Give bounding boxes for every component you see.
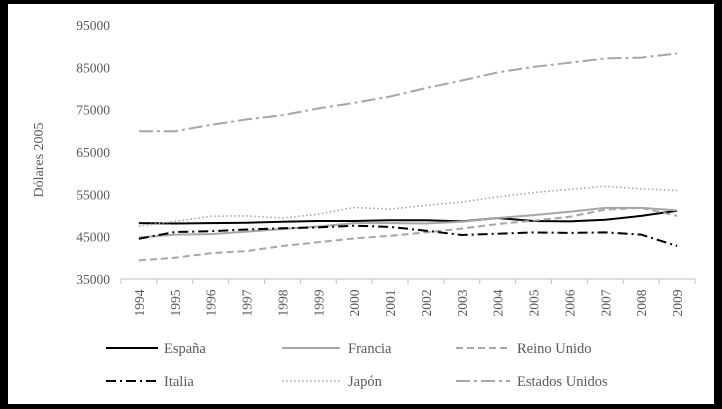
legend-label: Estados Unidos: [517, 374, 608, 390]
x-ticks: 1994 1995 1996 1997 1998 1999 2000 2001 2002 2003…: [120, 279, 696, 317]
x-tick-label: 1998: [275, 289, 290, 316]
x-tick-label: 1996: [204, 289, 219, 316]
series-line: [138, 52, 678, 133]
legend-label: Reino Unido: [517, 341, 592, 357]
x-tick-label: 1994: [132, 289, 147, 316]
x-tick-label: 2002: [419, 290, 434, 317]
legend-label: Francia: [348, 341, 392, 357]
x-tick-label: 2000: [347, 289, 362, 316]
y-tick-label: 35000: [76, 272, 110, 287]
chart-frame: Dólares 2005 35000 45000 55000 65000 75000 85…: [8, 4, 714, 404]
series-line: [138, 206, 678, 239]
y-tick-label: 95000: [76, 18, 110, 33]
x-tick-label: 1997: [240, 289, 255, 316]
series-line: [138, 206, 678, 262]
y-ticks: 35000 45000 55000 65000 75000 85000 95000: [76, 18, 110, 287]
x-tick-label: 2009: [670, 289, 685, 316]
x-tick-label: 2005: [527, 289, 542, 316]
series-line: [138, 209, 678, 225]
line-chart: Dólares 2005 35000 45000 55000 65000 75000 85…: [32, 18, 696, 390]
x-tick-label: 2007: [598, 289, 613, 316]
series-line: [138, 224, 678, 247]
x-tick-label: 2003: [455, 289, 470, 316]
x-tick-label: 1995: [168, 289, 183, 316]
legend-label: Japón: [348, 374, 383, 390]
y-tick-label: 55000: [76, 187, 110, 202]
legend: España Francia Reino Unido Italia Japón Estad…: [106, 341, 608, 390]
x-tick-label: 2006: [562, 289, 577, 316]
y-tick-label: 45000: [76, 230, 110, 245]
x-tick-label: 2008: [634, 289, 649, 316]
y-tick-label: 85000: [76, 60, 110, 75]
legend-label: Italia: [164, 374, 194, 390]
x-tick-label: 2004: [491, 289, 506, 316]
y-tick-label: 65000: [76, 145, 110, 160]
x-tick-label: 1999: [311, 289, 326, 316]
y-axis-label: Dólares 2005: [32, 122, 47, 197]
x-tick-label: 2001: [383, 290, 398, 317]
series-lines: [138, 52, 678, 262]
legend-label: España: [164, 341, 206, 357]
y-tick-label: 75000: [76, 103, 110, 118]
